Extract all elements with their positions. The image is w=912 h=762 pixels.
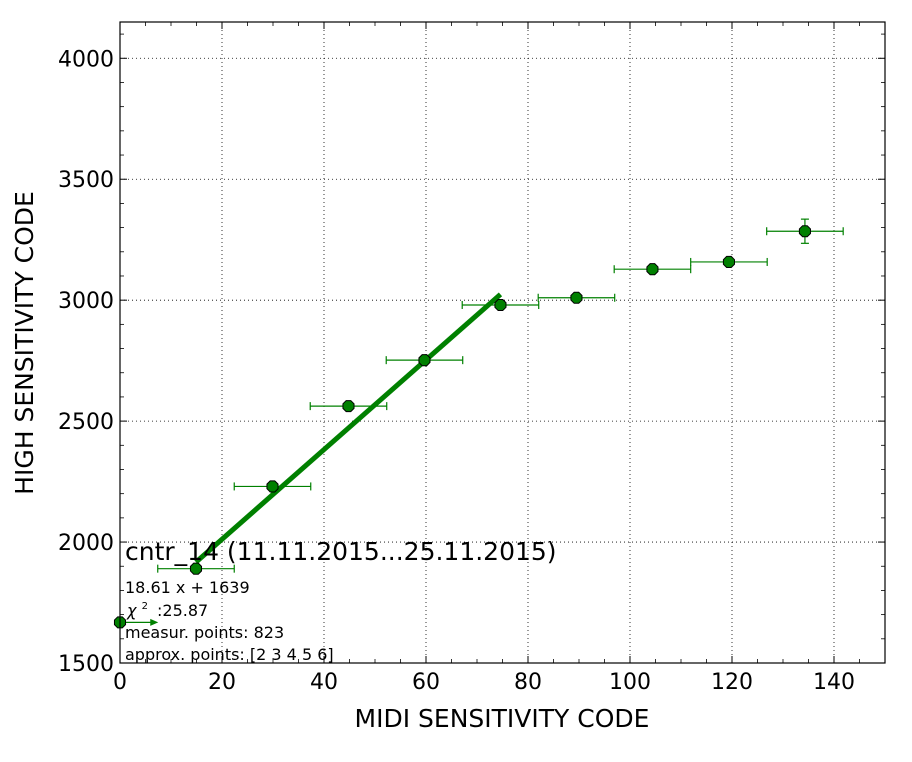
y-tick-label: 4000 (58, 47, 114, 72)
annotation-block: cntr_14 (11.11.2015...25.11.2015) 18.61 … (125, 537, 557, 664)
annotation-title: cntr_14 (11.11.2015...25.11.2015) (125, 537, 557, 566)
chi-exponent: 2 (142, 601, 148, 612)
data-point (494, 298, 507, 312)
approximation-points: approx. points: [2 3 4 5 6] (125, 645, 334, 664)
data-point (266, 480, 279, 493)
y-tick-label: 2500 (58, 410, 114, 435)
x-tick-labels: 0 20 40 60 80 100 120 140 (113, 670, 855, 695)
data-points (113, 225, 811, 629)
y-tick-label: 3500 (58, 168, 114, 193)
plot-frame (119, 21, 886, 664)
fit-equation: 18.61 x + 1639 (125, 578, 250, 597)
x-error-arrowhead (150, 618, 159, 626)
y-tick-label: 1500 (58, 652, 114, 677)
y-tick-label: 3000 (58, 289, 114, 314)
minor-ticks (120, 22, 886, 663)
x-tick-label: 40 (310, 670, 338, 695)
data-point (342, 400, 355, 413)
x-tick-label: 140 (813, 670, 855, 695)
grid-lines (120, 22, 885, 663)
data-point (646, 263, 659, 276)
data-point (189, 562, 203, 575)
data-point (722, 255, 735, 268)
y-tick-label: 2000 (58, 531, 114, 556)
x-axis-label: MIDI SENSITIVITY CODE (355, 704, 650, 733)
chi-square-value: :25.87 (157, 601, 208, 620)
data-point (418, 354, 431, 367)
x-tick-label: 60 (412, 670, 440, 695)
chi-square-label: χ 2 :25.87 (126, 594, 208, 620)
data-point (798, 225, 811, 238)
x-tick-label: 100 (609, 670, 651, 695)
measurement-points: measur. points: 823 (125, 623, 284, 642)
x-tick-label: 0 (113, 670, 127, 695)
y-tick-labels: 1500 2000 2500 3000 3500 4000 (58, 47, 114, 677)
fit-line-group (194, 292, 503, 565)
x-tick-label: 20 (208, 670, 236, 695)
y-axis-label: HIGH SENSITIVITY CODE (10, 191, 39, 495)
x-tick-label: 120 (711, 670, 753, 695)
chi-symbol: χ (126, 601, 137, 620)
x-tick-label: 80 (514, 670, 542, 695)
data-point (570, 291, 583, 304)
fit-line (194, 292, 503, 565)
